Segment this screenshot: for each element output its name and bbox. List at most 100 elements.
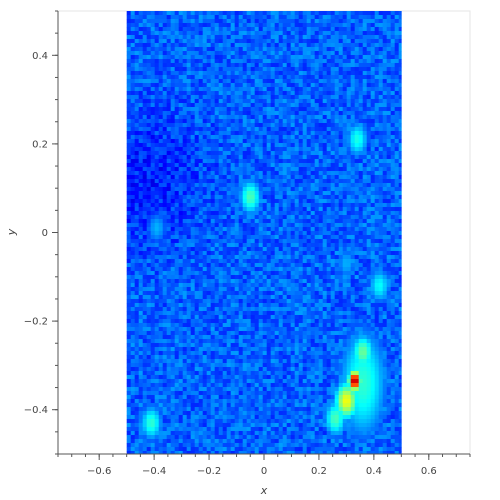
heatmap-cell <box>254 199 259 204</box>
heatmap-cell <box>194 243 199 248</box>
heatmap-cell <box>374 175 379 180</box>
heatmap-cell <box>142 67 147 72</box>
heatmap-cell <box>242 143 247 148</box>
heatmap-cell <box>346 151 351 156</box>
heatmap-cell <box>258 39 263 44</box>
heatmap-cell <box>334 163 339 168</box>
heatmap-cell <box>330 275 335 280</box>
heatmap-cell <box>306 19 311 24</box>
heatmap-cell <box>330 263 335 268</box>
heatmap-cell <box>262 91 267 96</box>
heatmap-cell <box>386 95 391 100</box>
heatmap-cell <box>278 235 283 240</box>
heatmap-cell <box>186 59 191 64</box>
heatmap-cell <box>242 111 247 116</box>
heatmap-cell <box>338 47 343 52</box>
heatmap-cell <box>154 11 159 16</box>
heatmap-cell <box>366 135 371 140</box>
heatmap-cell <box>170 199 175 204</box>
heatmap-cell <box>134 35 139 40</box>
heatmap-cell <box>298 171 303 176</box>
heatmap-cell <box>158 199 163 204</box>
heatmap-cell <box>198 111 203 116</box>
heatmap-cell <box>302 79 307 84</box>
heatmap-cell <box>234 63 239 68</box>
heatmap-cell <box>386 295 391 300</box>
heatmap-cell <box>306 203 311 208</box>
heatmap-cell <box>226 123 231 128</box>
heatmap-cell <box>270 203 275 208</box>
heatmap-cell <box>254 207 259 212</box>
heatmap-cell <box>398 67 402 72</box>
heatmap-cell <box>138 39 143 44</box>
heatmap-cell <box>278 59 283 64</box>
heatmap-cell <box>230 87 235 92</box>
heatmap-cell <box>350 251 355 256</box>
heatmap-cell <box>206 275 211 280</box>
heatmap-cell <box>138 175 143 180</box>
heatmap-cell <box>326 207 331 212</box>
heatmap-cell <box>314 147 319 152</box>
heatmap-cell <box>214 39 219 44</box>
heatmap-cell <box>290 195 295 200</box>
heatmap-cell <box>370 59 375 64</box>
heatmap-cell <box>298 147 303 152</box>
heatmap-cell <box>178 195 183 200</box>
heatmap-cell <box>126 119 131 124</box>
heatmap-cell <box>190 159 195 164</box>
heatmap-cell <box>218 59 223 64</box>
heatmap-cell <box>286 263 291 268</box>
heatmap-cell <box>266 163 271 168</box>
heatmap-cell <box>354 227 359 232</box>
heatmap-cell <box>274 163 279 168</box>
heatmap-cell <box>126 91 131 96</box>
heatmap-cell <box>262 71 267 76</box>
heatmap-cell <box>366 227 371 232</box>
heatmap-cell <box>230 107 235 112</box>
heatmap-cell <box>126 71 131 76</box>
heatmap-cell <box>362 99 367 104</box>
heatmap-cell <box>362 119 367 124</box>
heatmap-cell <box>322 103 327 108</box>
heatmap-cell <box>238 247 243 252</box>
heatmap-cell <box>370 79 375 84</box>
heatmap-cell <box>258 295 263 300</box>
heatmap-cell <box>378 159 383 164</box>
heatmap-cell <box>202 51 207 56</box>
heatmap-cell <box>290 39 295 44</box>
heatmap-cell <box>294 211 299 216</box>
heatmap-cell <box>178 23 183 28</box>
heatmap-cell <box>278 219 283 224</box>
heatmap-cell <box>366 11 371 16</box>
heatmap-cell <box>226 107 231 112</box>
heatmap-cell <box>302 291 307 296</box>
heatmap-cell <box>186 251 191 256</box>
heatmap-cell <box>182 119 187 124</box>
heatmap-cell <box>294 163 299 168</box>
heatmap-cell <box>342 63 347 68</box>
heatmap-cell <box>398 215 402 220</box>
heatmap-cell <box>282 127 287 132</box>
heatmap-cell <box>338 271 343 276</box>
heatmap-cell <box>270 55 275 60</box>
heatmap-cell <box>150 191 155 196</box>
heatmap-cell <box>354 279 359 284</box>
heatmap-cell <box>174 283 179 288</box>
heatmap-cell <box>350 271 355 276</box>
heatmap-cell <box>202 271 207 276</box>
heatmap-cell <box>178 63 183 68</box>
heatmap-cell <box>394 43 399 48</box>
heatmap-cell <box>210 219 215 224</box>
heatmap-cell <box>282 191 287 196</box>
heatmap-cell <box>190 239 195 244</box>
heatmap-cell <box>194 151 199 156</box>
heatmap-cell <box>210 99 215 104</box>
heatmap-cell <box>262 119 267 124</box>
heatmap-cell <box>390 267 395 272</box>
heatmap-cell <box>162 247 167 252</box>
heatmap-cell <box>282 75 287 80</box>
heatmap-cell <box>242 91 247 96</box>
heatmap-cell <box>286 139 291 144</box>
heatmap-cell <box>146 59 151 64</box>
heatmap-cell <box>278 279 283 284</box>
